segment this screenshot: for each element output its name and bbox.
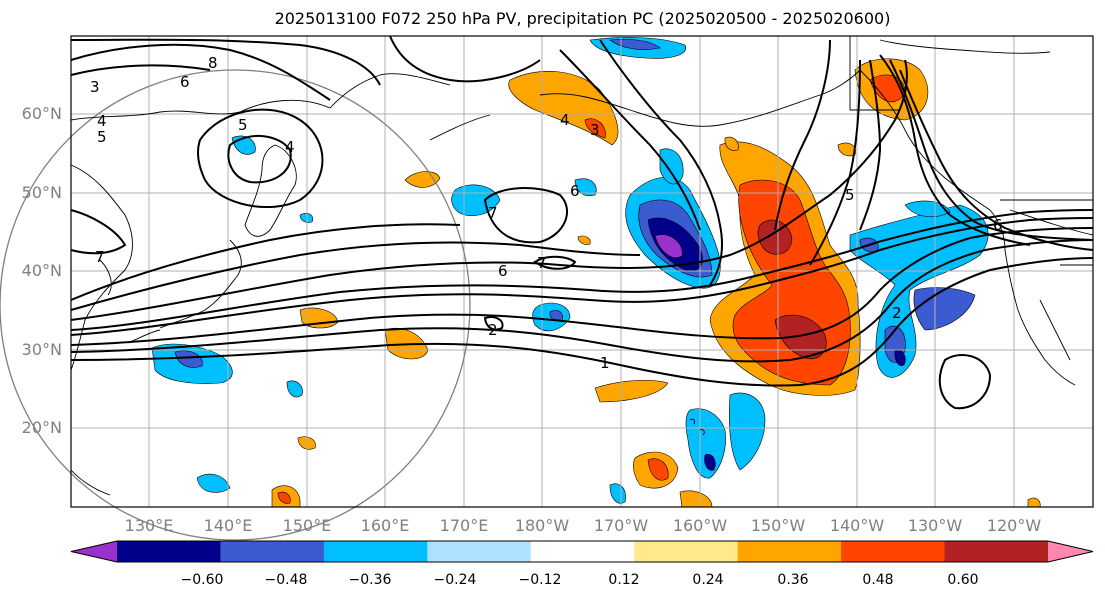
lat-label: 50°N xyxy=(21,183,62,202)
contour-label: 2 xyxy=(892,304,902,322)
lon-label: 140°W xyxy=(829,516,885,535)
lat-label: 20°N xyxy=(21,418,62,437)
map-frame xyxy=(70,35,1094,508)
colorbar-extend-low xyxy=(71,541,117,562)
colorbar-outline xyxy=(70,540,1094,563)
lon-label: 120°W xyxy=(986,516,1042,535)
contour-label: 7 xyxy=(95,248,105,266)
contour-label: 6 xyxy=(993,216,1003,234)
lon-label: 130°E xyxy=(124,516,174,535)
contour-label: 4 xyxy=(285,138,295,156)
lon-label: 170°W xyxy=(593,516,649,535)
contour-label: 3 xyxy=(90,78,100,96)
colorbar-segment xyxy=(117,541,221,562)
colorbar-segment xyxy=(944,541,1049,562)
coastlines xyxy=(70,36,1094,496)
colorbar-segment xyxy=(220,541,325,562)
contour-label: 6 xyxy=(498,262,508,280)
colorbar-tick-label: 0.24 xyxy=(692,572,724,588)
contour-label: 6 xyxy=(180,73,190,91)
contour-label: 2 xyxy=(488,321,498,339)
lon-label: 150°E xyxy=(282,516,332,535)
colorbar-segment xyxy=(323,541,428,562)
colorbar-tick-label: −0.12 xyxy=(518,572,562,588)
contour-label: 4 xyxy=(560,111,570,129)
contour-label: 1 xyxy=(600,354,610,372)
contour-label: 7 xyxy=(537,254,547,272)
lon-label: 140°E xyxy=(203,516,253,535)
contour-label: 5 xyxy=(845,186,855,204)
colorbar-tick-label: 0.36 xyxy=(777,572,809,588)
lon-label: 150°W xyxy=(750,516,806,535)
colorbar-segment xyxy=(530,541,635,562)
colorbar-tick-label: 0.12 xyxy=(608,572,640,588)
range-circle xyxy=(0,69,471,541)
contour-label: 8 xyxy=(208,54,218,72)
pv-contours xyxy=(70,35,1094,410)
lon-label: 170°E xyxy=(439,516,489,535)
contour-label: 6 xyxy=(570,182,580,200)
colorbar xyxy=(70,540,1094,563)
lat-label: 30°N xyxy=(21,340,62,359)
colorbar-segment xyxy=(737,541,842,562)
colorbar-tick-label: −0.24 xyxy=(433,572,477,588)
lat-label: 60°N xyxy=(21,104,62,123)
colorbar-extend-high xyxy=(1048,541,1093,562)
colorbar-tick-label: 0.48 xyxy=(862,572,894,588)
map-title: 2025013100 F072 250 hPa PV, precipitatio… xyxy=(274,9,891,28)
contour-label-group: 1 2 2 3 3 4 4 4 5 5 5 6 6 6 6 7 7 7 8 xyxy=(90,54,1003,372)
contour-label: 3 xyxy=(590,121,600,139)
lat-label: 40°N xyxy=(21,261,62,280)
colorbar-segment xyxy=(841,541,946,562)
lon-label: 160°W xyxy=(672,516,728,535)
colorbar-tick-label: −0.36 xyxy=(348,572,392,588)
colorbar-segment xyxy=(427,541,532,562)
lon-label: 130°W xyxy=(907,516,963,535)
colorbar-tick-label: −0.60 xyxy=(180,572,224,588)
colorbar-tick-label: 0.60 xyxy=(947,572,979,588)
colorbar-tick-label: −0.48 xyxy=(264,572,308,588)
contour-label: 4 xyxy=(97,112,107,130)
contour-label: 5 xyxy=(238,116,248,134)
colorbar-segment xyxy=(634,541,739,562)
lon-label: 180°W xyxy=(514,516,570,535)
precipitation-anomaly-shading xyxy=(151,37,1041,508)
contour-label: 5 xyxy=(97,128,107,146)
contour-label: 7 xyxy=(488,204,498,222)
lon-label: 160°E xyxy=(360,516,410,535)
